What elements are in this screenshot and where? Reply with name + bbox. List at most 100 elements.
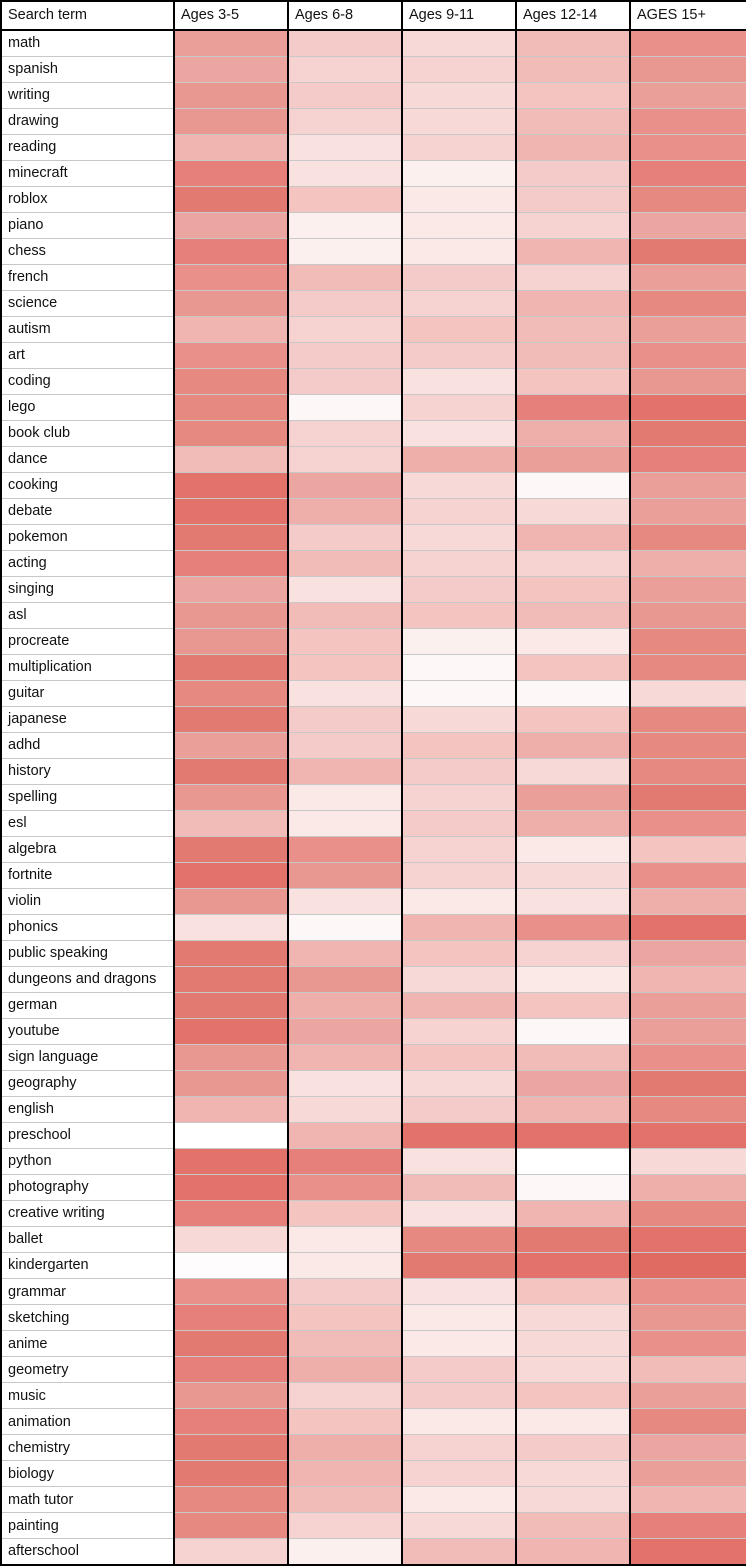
heatmap-cell (515, 628, 630, 655)
heatmap-cell (515, 30, 630, 57)
heatmap-cell (287, 1460, 402, 1488)
heatmap-cell (287, 966, 402, 994)
heatmap-cell (287, 368, 402, 395)
heatmap-cell (401, 810, 516, 837)
heatmap-cell (287, 1044, 402, 1072)
heatmap-cell (173, 1148, 288, 1176)
search-term-label: cooking (1, 472, 174, 499)
search-term-label: debate (1, 498, 174, 525)
search-term-label: asl (1, 602, 174, 629)
heatmap-cell (515, 56, 630, 83)
search-term-label: geography (1, 1070, 174, 1098)
heatmap-cell (173, 706, 288, 733)
table-row: geometry (1, 1356, 746, 1384)
heatmap-cell (515, 966, 630, 994)
search-term-label: preschool (1, 1122, 174, 1150)
heatmap-cell (287, 654, 402, 681)
heatmap-cell (515, 1538, 630, 1566)
heatmap-cell (629, 212, 746, 239)
table-row: acting (1, 550, 746, 577)
table-row: fortnite (1, 862, 746, 890)
heatmap-cell (173, 888, 288, 916)
heatmap-cell (173, 1044, 288, 1072)
heatmap-cell (287, 1356, 402, 1384)
heatmap-cell (629, 654, 746, 681)
heatmap-cell (629, 550, 746, 577)
table-row: animation (1, 1408, 746, 1436)
search-term-label: singing (1, 576, 174, 603)
heatmap-cell (629, 420, 746, 447)
heatmap-cell (401, 420, 516, 447)
heatmap-cell (401, 1174, 516, 1202)
heatmap-cell (401, 914, 516, 942)
table-row: dungeons and dragons (1, 966, 746, 994)
heatmap-cell (287, 1070, 402, 1098)
heatmap-cell (173, 732, 288, 759)
table-row: japanese (1, 706, 746, 733)
heatmap-cell (629, 1122, 746, 1150)
heatmap-cell (173, 82, 288, 109)
heatmap-cell (629, 1200, 746, 1228)
table-row: english (1, 1096, 746, 1124)
heatmap-cell (173, 1122, 288, 1150)
search-term-label: guitar (1, 680, 174, 707)
heatmap-cell (173, 1096, 288, 1124)
table-row: french (1, 264, 746, 291)
heatmap-cell (173, 836, 288, 864)
heatmap-cell (629, 186, 746, 213)
heatmap-cell (629, 1512, 746, 1540)
heatmap-cell (173, 160, 288, 187)
heatmap-cell (173, 472, 288, 499)
heatmap-cell (401, 1408, 516, 1436)
heatmap-cell (173, 680, 288, 707)
heatmap-cell (629, 1278, 746, 1306)
search-term-label: reading (1, 134, 174, 161)
search-term-label: public speaking (1, 940, 174, 968)
heatmap-cell (629, 966, 746, 994)
table-row: chemistry (1, 1434, 746, 1462)
search-term-label: ballet (1, 1226, 174, 1254)
table-row: guitar (1, 680, 746, 707)
heatmap-cell (173, 862, 288, 890)
header-ages-9-11: Ages 9-11 (401, 1, 516, 31)
heatmap-cell (629, 1304, 746, 1332)
heatmap-cell (287, 524, 402, 551)
heatmap-cell (401, 1512, 516, 1540)
heatmap-cell (173, 576, 288, 603)
table-row: science (1, 290, 746, 317)
search-term-label: adhd (1, 732, 174, 759)
heatmap-cell (287, 134, 402, 161)
heatmap-cell (401, 836, 516, 864)
heatmap-cell (515, 290, 630, 317)
heatmap-cell (173, 784, 288, 811)
heatmap-cell (629, 394, 746, 421)
table-row: photography (1, 1174, 746, 1202)
heatmap-cell (515, 862, 630, 890)
heatmap-body: math spanish writing drawing reading minecraf… (1, 30, 746, 1566)
heatmap-cell (629, 1538, 746, 1566)
heatmap-cell (515, 1174, 630, 1202)
search-term-label: chess (1, 238, 174, 265)
heatmap-cell (287, 498, 402, 525)
heatmap-cell (401, 1148, 516, 1176)
heatmap-cell (629, 342, 746, 369)
table-row: ballet (1, 1226, 746, 1254)
search-term-label: math (1, 30, 174, 57)
heatmap-cell (629, 498, 746, 525)
heatmap-cell (401, 966, 516, 994)
table-row: piano (1, 212, 746, 239)
heatmap-cell (287, 160, 402, 187)
heatmap-cell (515, 186, 630, 213)
heatmap-cell (287, 1408, 402, 1436)
heatmap-cell (515, 524, 630, 551)
table-row: autism (1, 316, 746, 343)
heatmap-cell (629, 810, 746, 837)
search-term-label: algebra (1, 836, 174, 864)
heatmap-cell (515, 1460, 630, 1488)
heatmap-cell (515, 706, 630, 733)
heatmap-cell (401, 602, 516, 629)
heatmap-cell (629, 316, 746, 343)
heatmap-cell (401, 472, 516, 499)
heatmap-cell (401, 628, 516, 655)
heatmap-cell (515, 1018, 630, 1046)
